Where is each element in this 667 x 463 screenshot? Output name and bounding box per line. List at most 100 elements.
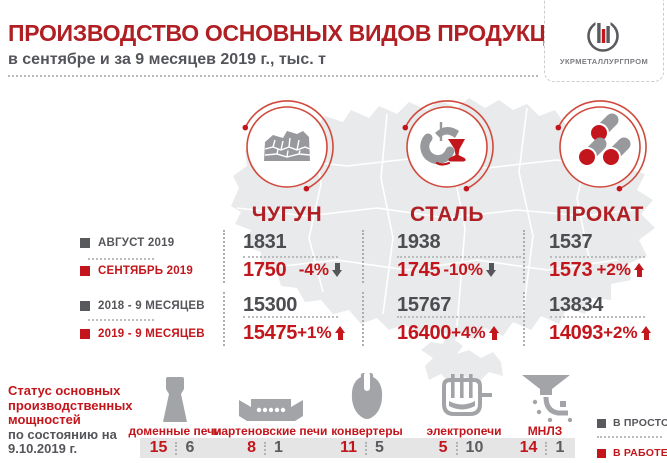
pair-divider xyxy=(545,441,548,455)
row-divider xyxy=(550,256,645,258)
value-row: 1750 -4% xyxy=(243,259,343,281)
change-percent: +2% xyxy=(596,260,632,279)
row-divider xyxy=(243,256,338,258)
change-group: +2% xyxy=(597,260,646,280)
row-divider xyxy=(397,256,521,258)
value-september: 1750 xyxy=(243,258,287,281)
logo-text: УКРМЕТАЛЛУРГПРОМ xyxy=(559,57,649,66)
series-legend-august: АВГУСТ 2019 xyxy=(80,237,174,249)
ukraine-map xyxy=(231,98,655,384)
pair-divider xyxy=(455,441,458,455)
arrow-up-icon xyxy=(334,326,346,340)
pair-divider xyxy=(365,441,367,455)
value-2018-9m: 15300 xyxy=(243,293,298,316)
pair-divider xyxy=(264,441,266,455)
unit-label-open-hearth: мартеновские печи xyxy=(212,424,328,438)
row-divider xyxy=(243,316,338,318)
product-title-prokat: ПРОКАТ xyxy=(556,203,644,226)
value-row: 1537 xyxy=(549,231,645,253)
arrow-down-icon xyxy=(332,263,343,277)
pig-iron-icon xyxy=(264,131,311,161)
in-operation-count: 11 xyxy=(340,439,357,456)
capacity-pair-blast-furnaces: 15 6 xyxy=(132,438,212,458)
capacity-status-title: Статус основных производственных мощност… xyxy=(8,383,133,427)
page-title: ПРОИЗВОДСТВО ОСНОВНЫХ ВИДОВ ПРОДУКЦИИ xyxy=(8,20,579,46)
value-row: 15475 +1% xyxy=(243,321,346,344)
column-divider xyxy=(523,292,525,346)
change-percent: +4% xyxy=(451,323,486,342)
change-group: +1% xyxy=(297,323,346,343)
series-legend-label: АВГУСТ 2019 xyxy=(98,237,175,249)
converter-icon xyxy=(351,372,383,419)
page-subtitle: в сентябре и за 9 месяцев 2019 г., тыс. … xyxy=(8,51,326,68)
series-legend-label: 2018 - 9 МЕСЯЦЕВ xyxy=(98,300,205,312)
idle-count: 6 xyxy=(185,439,195,456)
value-row: 15767 xyxy=(397,294,497,316)
series-legend-september: СЕНТЯБРЬ 2019 xyxy=(80,265,193,277)
value-row: 16400 +4% xyxy=(397,321,500,344)
value-september: 1573 xyxy=(549,258,593,281)
rolled-badge xyxy=(555,100,647,192)
steel-pour-icon xyxy=(420,122,466,166)
change-group: -4% xyxy=(299,260,343,280)
series-legend-label: 2019 - 9 МЕСЯЦЕВ xyxy=(98,328,205,340)
value-row: 1745 -10% xyxy=(397,259,497,281)
change-percent: +1% xyxy=(297,323,332,342)
column-divider xyxy=(223,230,225,283)
value-row: 13834 xyxy=(549,294,645,316)
capacity-status-block: Статус основных производственных мощност… xyxy=(8,383,142,457)
row-divider xyxy=(550,316,645,318)
unit-label-electric: электропечи xyxy=(426,424,502,438)
value-row: 1831 xyxy=(243,231,343,253)
value-row: 14093 +2% xyxy=(549,321,651,344)
capacity-status-note: по состоянию на 9.10.2019 г. xyxy=(8,426,117,456)
value-2019-9m: 15475 xyxy=(243,321,298,344)
idle-count: 1 xyxy=(274,439,283,456)
series-legend-2019-9m: 2019 - 9 МЕСЯЦЕВ xyxy=(80,328,205,340)
value-august: 1938 xyxy=(397,230,441,253)
legend-divider xyxy=(88,258,154,260)
value-2018-9m: 13834 xyxy=(549,293,604,316)
legend-idle: В ПРОСТОЕ xyxy=(597,417,667,429)
change-group: +4% xyxy=(451,323,500,343)
in-operation-count: 8 xyxy=(247,439,256,456)
arrow-up-icon xyxy=(634,263,645,277)
legend-divider xyxy=(597,436,662,438)
idle-count: 1 xyxy=(555,439,565,456)
product-title-stal: СТАЛЬ xyxy=(410,203,484,226)
ukrmetallurgprom-logo-icon xyxy=(587,18,619,52)
capacity-pair-ccm: 14 1 xyxy=(502,438,582,458)
column-divider xyxy=(362,230,364,283)
in-operation-count: 15 xyxy=(149,439,168,456)
value-row: 15300 xyxy=(243,294,343,316)
legend-divider xyxy=(88,319,154,321)
arrow-up-icon xyxy=(488,326,500,340)
change-percent: +2% xyxy=(603,323,638,342)
value-september: 1745 xyxy=(397,258,441,281)
open-hearth-furnace-icon xyxy=(239,399,303,421)
idle-count: 5 xyxy=(375,439,384,456)
value-row: 1573 +2% xyxy=(549,259,645,281)
change-group: +2% xyxy=(603,323,652,343)
pig-iron-badge xyxy=(242,100,334,192)
product-title-chugun: ЧУГУН xyxy=(251,203,323,226)
company-logo: УКРМЕТАЛЛУРГПРОМ xyxy=(544,0,664,82)
gray-square-icon xyxy=(597,418,606,428)
continuous-caster-icon xyxy=(522,375,572,422)
capacity-pair-electric: 5 10 xyxy=(421,438,501,458)
unit-label-blast-furnaces: доменные печи xyxy=(128,424,222,438)
gray-square-icon xyxy=(80,238,90,248)
value-row: 1938 xyxy=(397,231,497,253)
column-divider xyxy=(223,292,225,346)
row-divider xyxy=(397,316,521,318)
value-2019-9m: 16400 xyxy=(397,321,452,344)
in-operation-count: 5 xyxy=(438,439,448,456)
unit-label-converters: конвертеры xyxy=(331,424,403,438)
change-percent: -10% xyxy=(443,260,483,279)
in-operation-count: 14 xyxy=(519,439,538,456)
value-august: 1831 xyxy=(243,230,287,253)
arrow-down-icon xyxy=(486,263,497,277)
value-2019-9m: 14093 xyxy=(549,321,604,344)
electric-furnace-icon xyxy=(442,374,492,416)
